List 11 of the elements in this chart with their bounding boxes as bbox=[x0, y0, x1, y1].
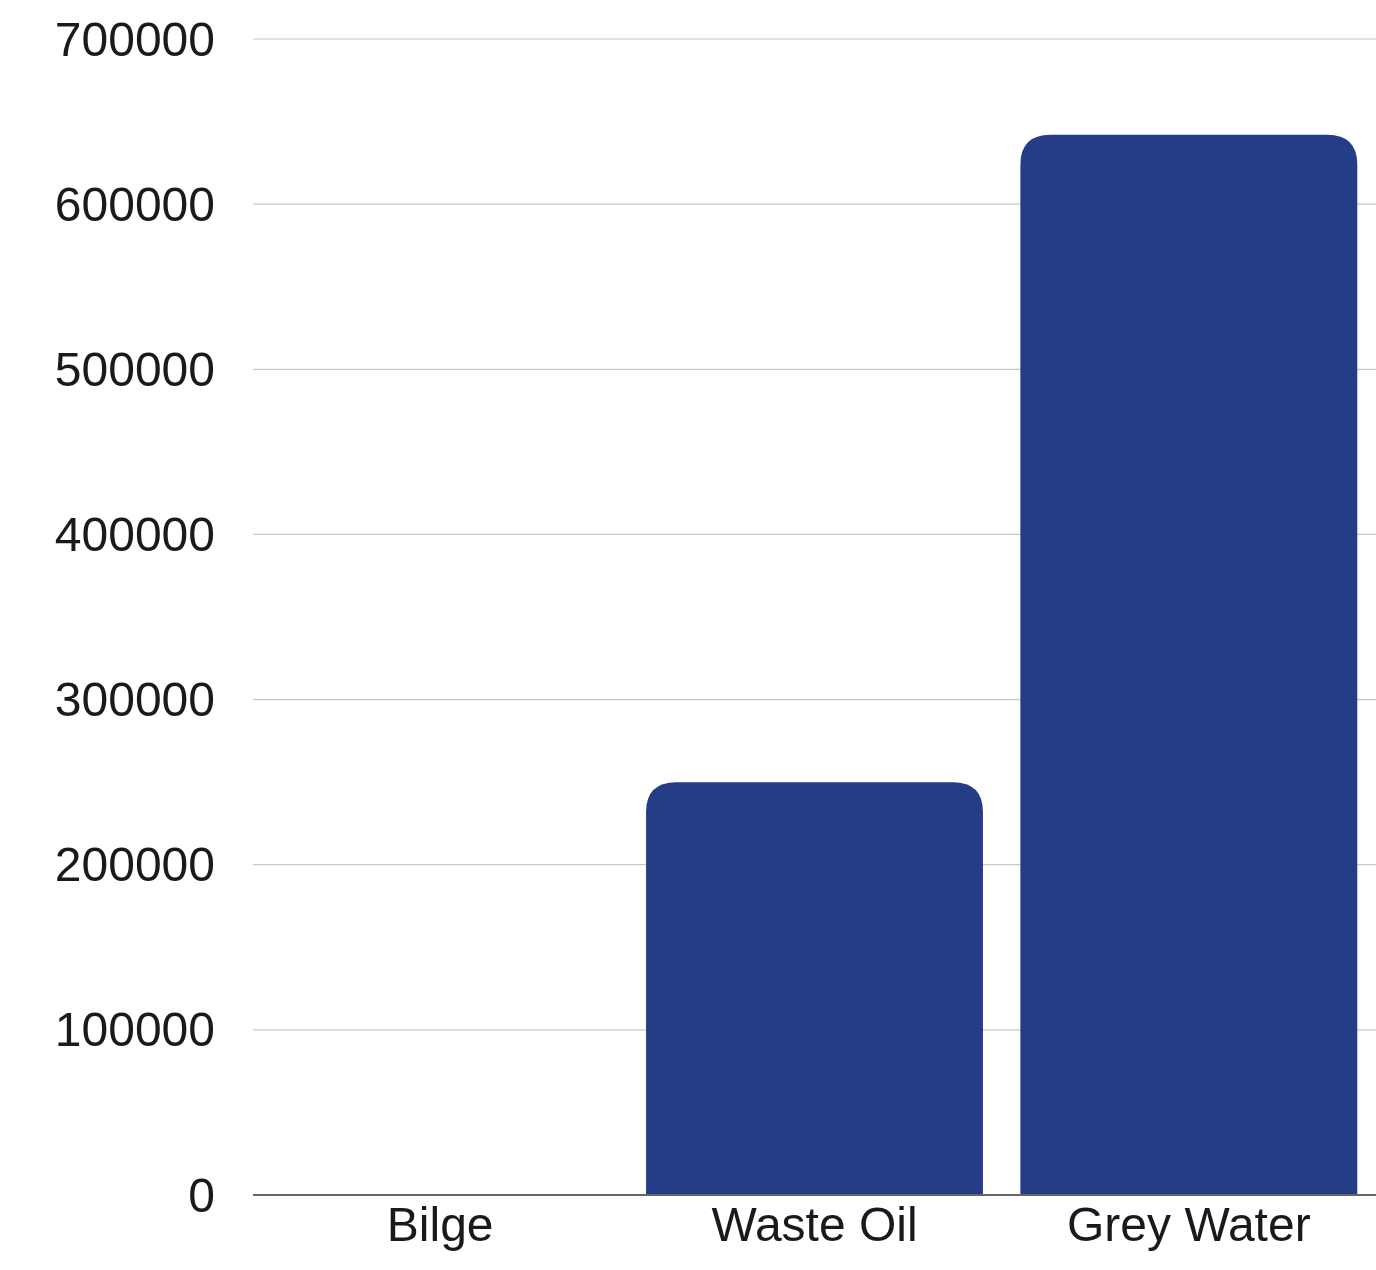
y-tick-label: 200000 bbox=[54, 838, 215, 892]
y-tick-label: 0 bbox=[188, 1168, 215, 1222]
x-tick-label: Waste Oil bbox=[711, 1198, 918, 1251]
y-tick-label: 300000 bbox=[54, 673, 215, 727]
y-tick-label: 500000 bbox=[54, 342, 215, 396]
y-tick-label: 600000 bbox=[54, 177, 215, 231]
y-tick-label: 100000 bbox=[54, 1003, 215, 1057]
x-tick-label: Bilge bbox=[386, 1198, 494, 1251]
y-tick-label: 400000 bbox=[54, 507, 215, 561]
y-tick-label: 700000 bbox=[54, 12, 215, 66]
x-tick-label: Grey Water bbox=[1067, 1198, 1311, 1251]
